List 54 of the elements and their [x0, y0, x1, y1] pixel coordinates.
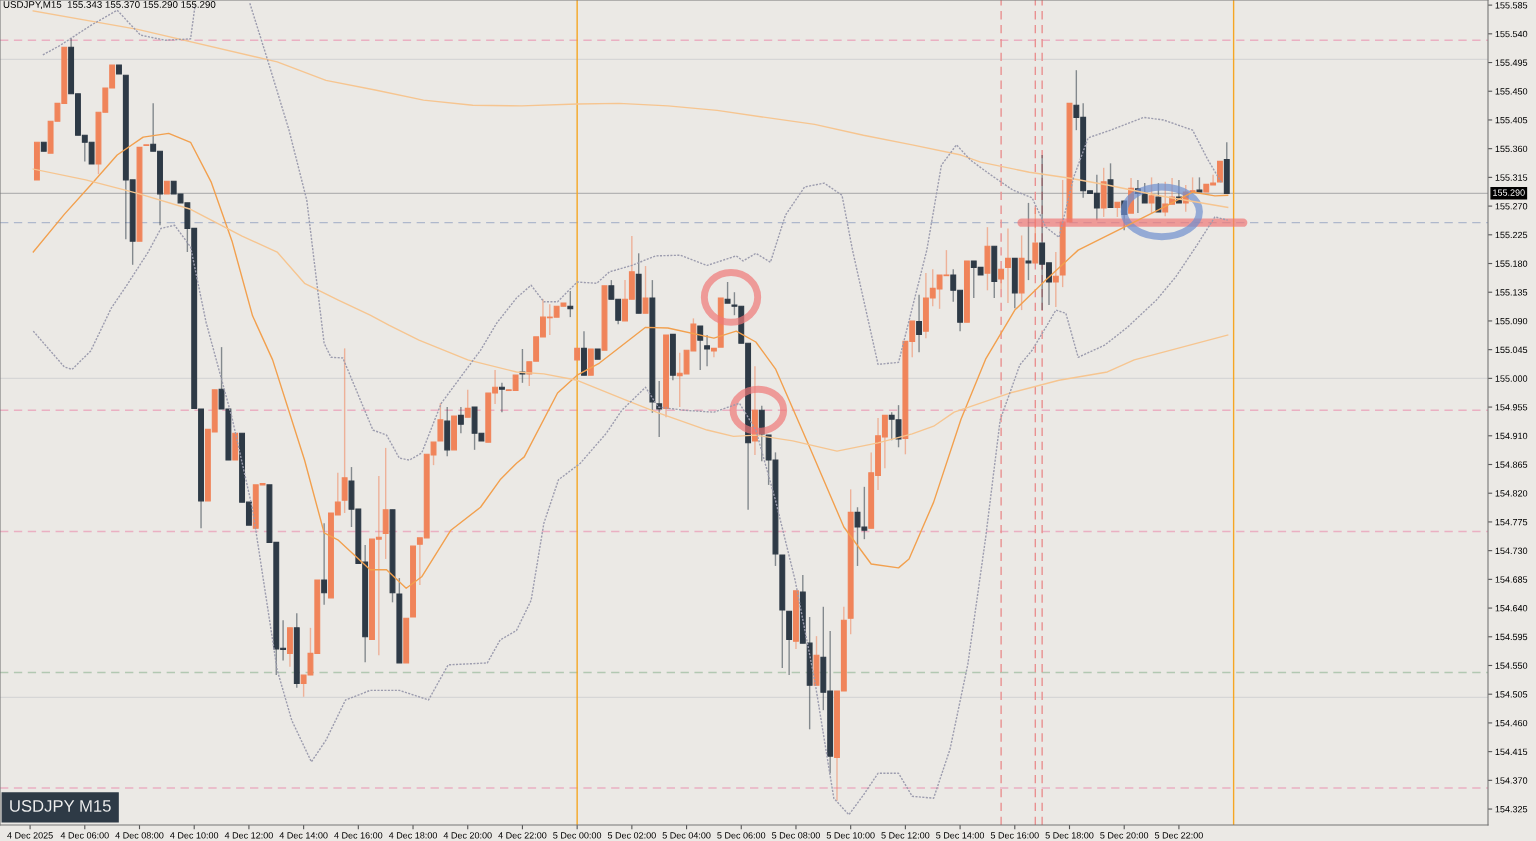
y-tick-label: 155.315 [1495, 174, 1528, 181]
y-tick-label: 154.550 [1495, 662, 1528, 669]
y-tick-label: 155.045 [1495, 346, 1528, 354]
x-tick-label: 5 Dec 16:00 [990, 832, 1039, 839]
y-tick-label: 154.505 [1495, 691, 1528, 698]
chart-title: USDJPY,M15 155.343 155.370 155.290 155.290 [3, 1, 216, 10]
y-tick-label: 155.360 [1495, 145, 1528, 153]
y-tick-label: 154.595 [1495, 633, 1528, 641]
y-tick-label: 154.865 [1495, 461, 1528, 468]
x-tick-label: 5 Dec 10:00 [826, 832, 875, 839]
y-tick-label: 154.910 [1495, 432, 1528, 440]
x-tick-label: 4 Dec 08:00 [115, 832, 164, 839]
y-tick-label: 154.775 [1495, 518, 1528, 526]
y-tick-label: 155.450 [1495, 88, 1528, 95]
ref-line-label: 155.290 [1493, 189, 1525, 196]
x-tick-label: 5 Dec 06:00 [717, 832, 766, 839]
y-tick-label: 155.000 [1495, 375, 1528, 382]
y-tick-label: 154.820 [1495, 490, 1528, 497]
y-tick-label: 154.325 [1495, 806, 1528, 813]
y-tick-label: 155.495 [1495, 59, 1528, 66]
y-tick-label: 154.730 [1495, 547, 1528, 554]
x-tick-label: 5 Dec 18:00 [1045, 832, 1094, 839]
y-tick-label: 154.415 [1495, 748, 1528, 755]
y-tick-label: 155.540 [1495, 30, 1528, 38]
y-tick-label: 155.135 [1495, 289, 1528, 296]
y-tick-label: 155.225 [1495, 231, 1528, 239]
x-tick-label: 4 Dec 20:00 [443, 832, 492, 839]
x-tick-label: 4 Dec 18:00 [388, 832, 438, 839]
x-tick-label: 5 Dec 22:00 [1154, 832, 1203, 839]
x-tick-label: 5 Dec 12:00 [881, 832, 930, 839]
y-tick-label: 155.270 [1495, 203, 1528, 210]
y-tick-label: 154.370 [1495, 777, 1528, 784]
y-tick-label: 155.090 [1495, 317, 1528, 325]
y-tick-label: 155.180 [1495, 260, 1528, 267]
text: USDJPY M15 [10, 800, 111, 812]
y-tick-label: 155.405 [1495, 116, 1528, 124]
x-tick-label: 4 Dec 16:00 [334, 832, 383, 839]
y-tick-label: 154.640 [1495, 605, 1528, 612]
x-tick-label: 5 Dec 02:00 [607, 832, 656, 839]
y-tick-label: 154.685 [1495, 576, 1528, 583]
x-tick-label: 4 Dec 14:00 [279, 832, 328, 839]
y-tick-label: 155.585 [1495, 2, 1528, 9]
x-tick-label: 5 Dec 14:00 [936, 832, 985, 839]
x-tick-label: 4 Dec 22:00 [498, 832, 547, 839]
x-tick-label: 5 Dec 20:00 [1100, 832, 1149, 839]
x-tick-label: 5 Dec 08:00 [771, 832, 820, 839]
x-tick-label: 4 Dec 06:00 [60, 832, 109, 839]
x-tick-label: 5 Dec 00:00 [553, 832, 602, 839]
y-tick-label: 154.460 [1495, 719, 1528, 727]
x-tick-label: 4 Dec 12:00 [224, 832, 273, 839]
y-tick-label: 154.955 [1495, 404, 1528, 411]
x-tick-label: 4 Dec 2025 [7, 832, 53, 839]
x-tick-label: 4 Dec 10:00 [170, 832, 219, 839]
x-tick-label: 5 Dec 04:00 [662, 832, 711, 839]
